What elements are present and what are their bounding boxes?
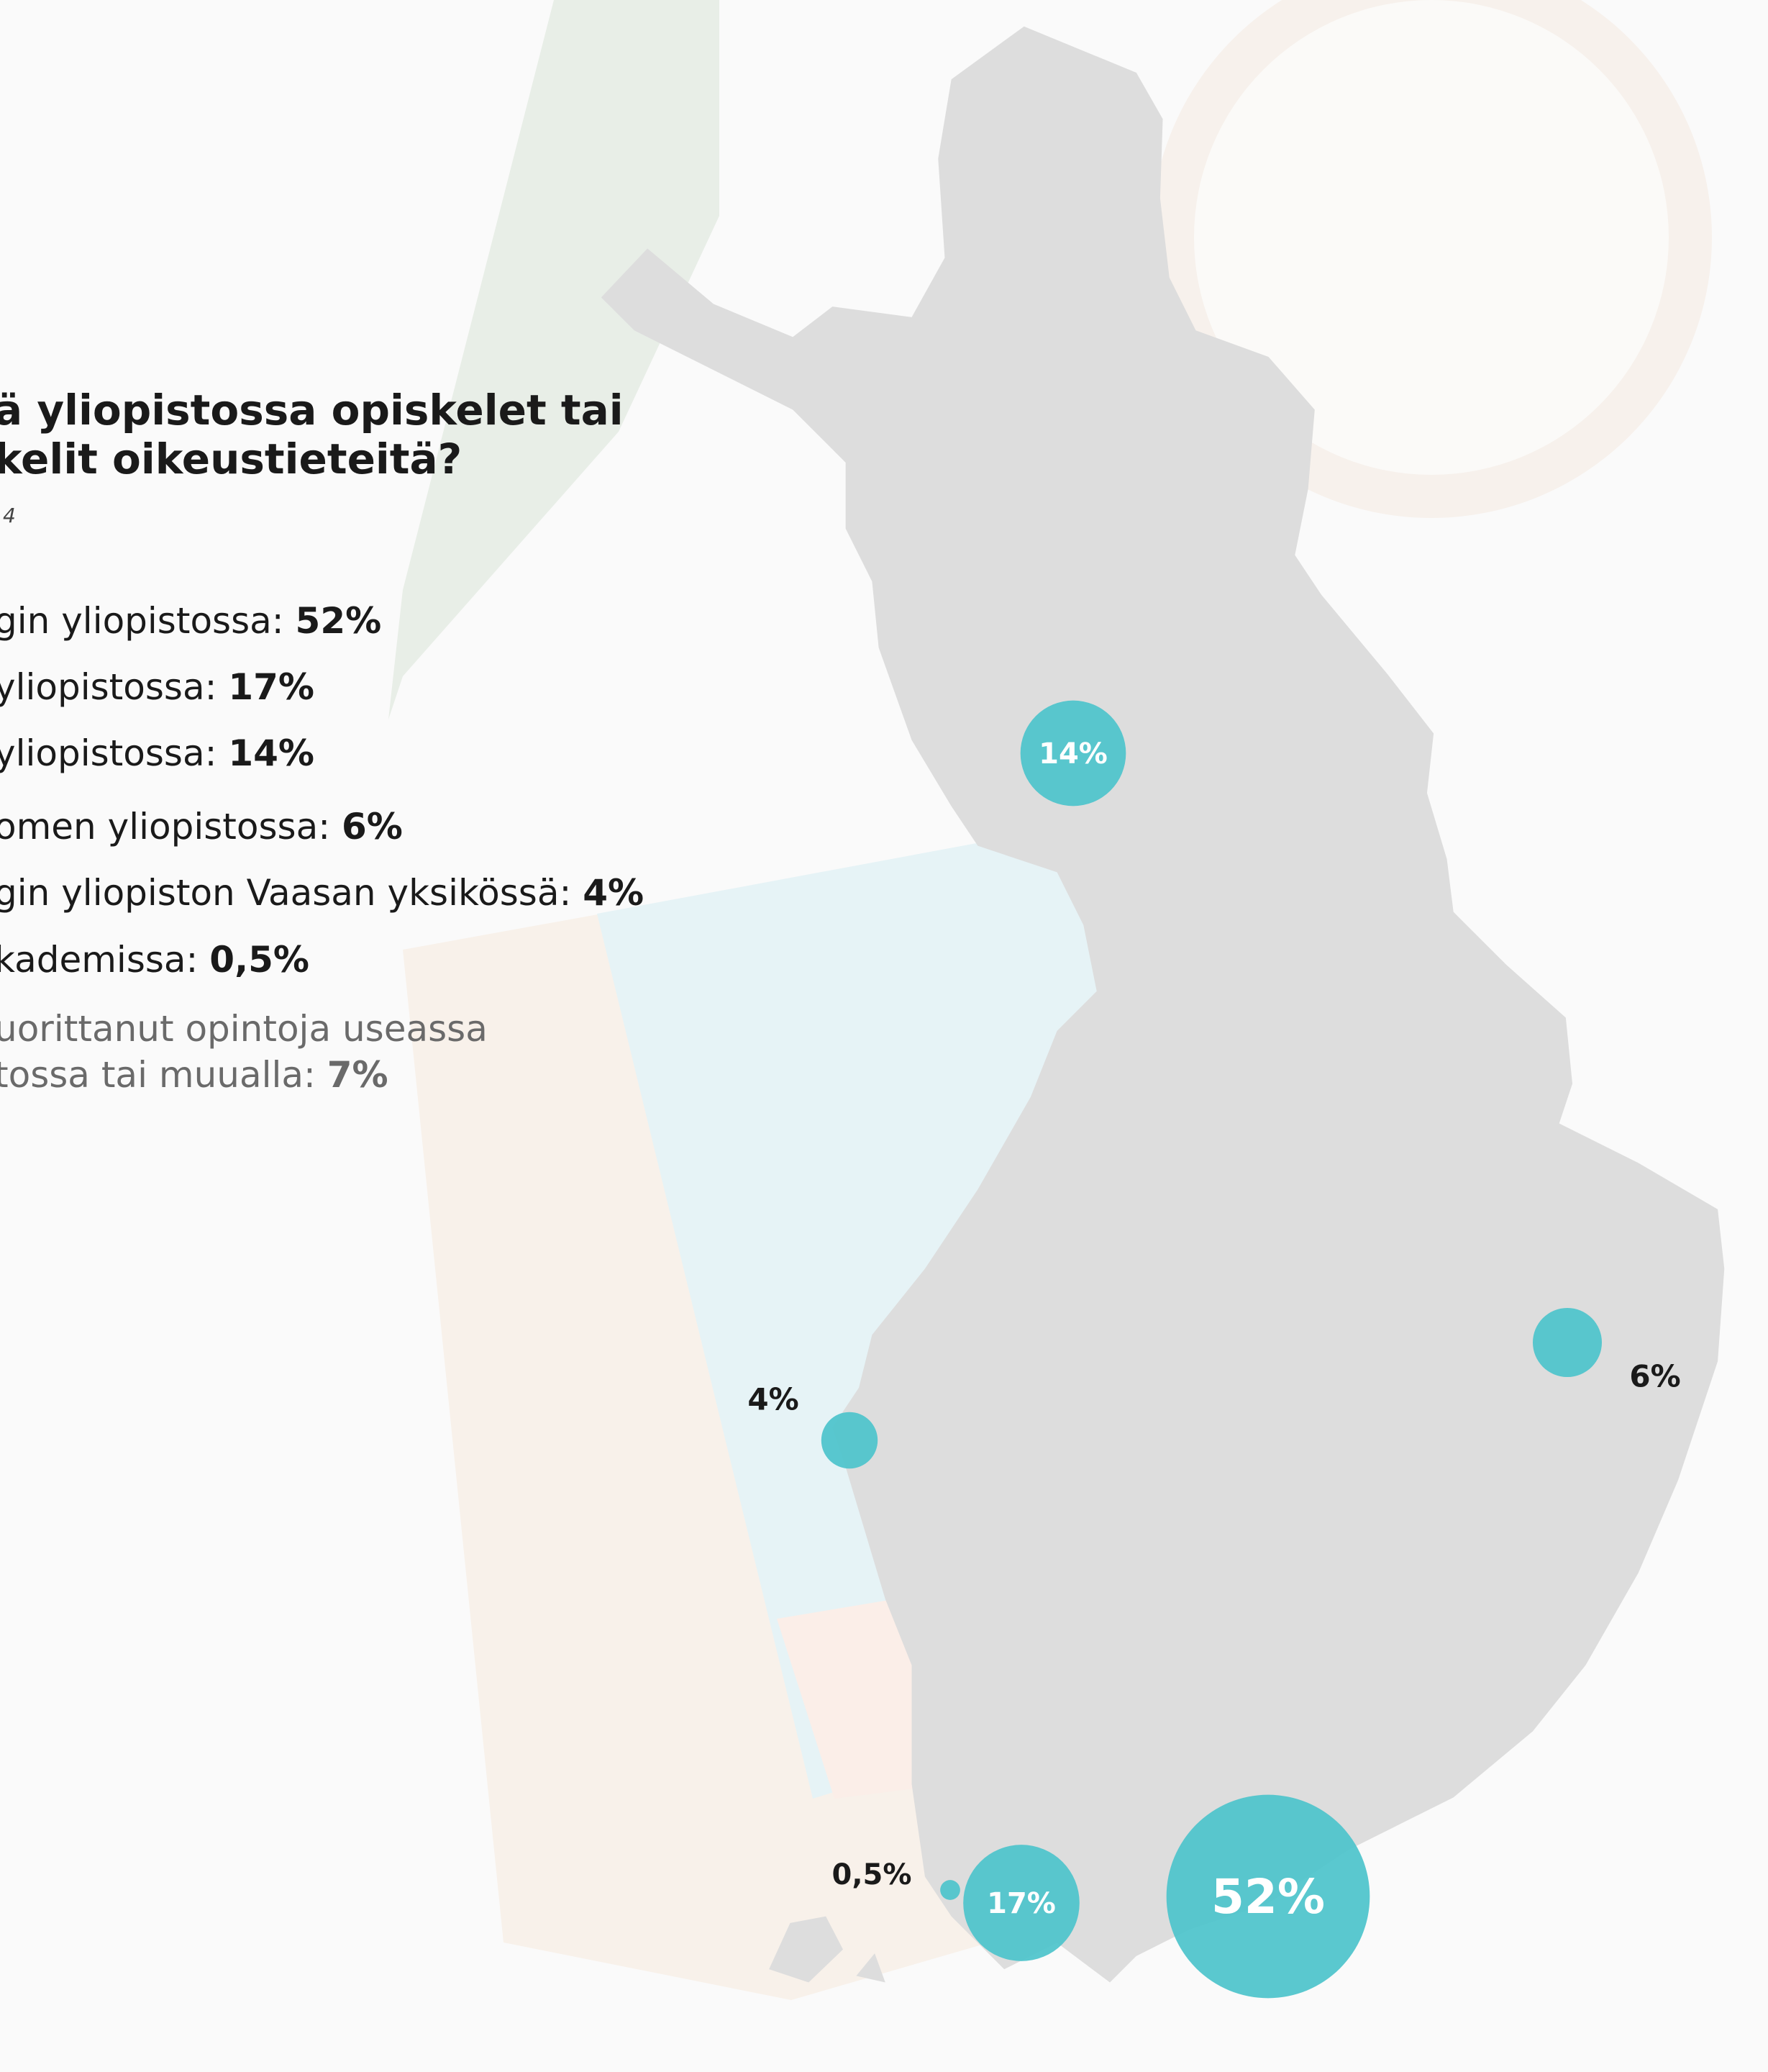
answer-value: 7% [327, 1054, 388, 1096]
answer-item: gin yliopistossa: 52% [0, 600, 381, 642]
answer-value: 17% [228, 666, 314, 708]
bubble-label: 6% [1629, 1359, 1680, 1394]
answer-item: omen yliopistossa: 6% [0, 806, 403, 848]
subtitle: 4 [3, 504, 16, 527]
answer-item: yliopistossa: 14% [0, 732, 314, 774]
island [769, 1916, 844, 1983]
answer-text: gin yliopiston Vaasan yksikössä: [0, 872, 583, 914]
bubble [1020, 700, 1126, 806]
answer-text: kademissa: [0, 939, 209, 981]
bubble [940, 1880, 960, 1900]
answer-value: 4% [583, 872, 644, 914]
bubble [821, 1412, 878, 1469]
bubble-label: 52% [1211, 1869, 1325, 1925]
bubble [1532, 1307, 1603, 1378]
answer-value: 52% [296, 600, 382, 642]
answer-value: 6% [342, 806, 403, 848]
island [856, 1953, 885, 1983]
answer-text: yliopistossa: [0, 732, 228, 774]
answer-list: gin yliopistossa: 52%yliopistossa: 17%yl… [0, 600, 644, 1096]
answer-text: yliopistossa: [0, 666, 228, 708]
answer-text: omen yliopistossa: [0, 806, 342, 848]
answer-value: 14% [228, 732, 314, 774]
bubble [1166, 1794, 1370, 1999]
answer-text: gin yliopistossa: [0, 600, 296, 642]
bubbles: 52% 17% 14% 6% 4% 0,5% [747, 700, 1681, 1999]
country-shape [601, 26, 1725, 1983]
bubble-label: 17% [987, 1887, 1056, 1920]
answer-item: kademissa: 0,5% [0, 939, 309, 981]
bubble-label: 14% [1039, 737, 1108, 771]
answer-text: tossa tai muualla: [0, 1054, 327, 1096]
title-line: kelit oikeustieteitä? [0, 435, 462, 483]
answer-value: 0,5% [209, 939, 309, 981]
answer-text: uorittanut opintoja useassa [0, 1008, 488, 1050]
title-line: ä yliopistossa opiskelet tai [0, 386, 624, 435]
bubble [963, 1845, 1080, 1961]
answer-item: uorittanut opintoja useassa [0, 1008, 488, 1050]
answer-item: yliopistossa: 17% [0, 666, 314, 708]
bubble-label: 4% [747, 1382, 798, 1417]
answer-item: tossa tai muualla: 7% [0, 1054, 388, 1096]
answer-item: gin yliopiston Vaasan yksikössä: 4% [0, 872, 644, 914]
bubble-label: 0,5% [832, 1858, 912, 1891]
finland-map [601, 26, 1725, 1983]
